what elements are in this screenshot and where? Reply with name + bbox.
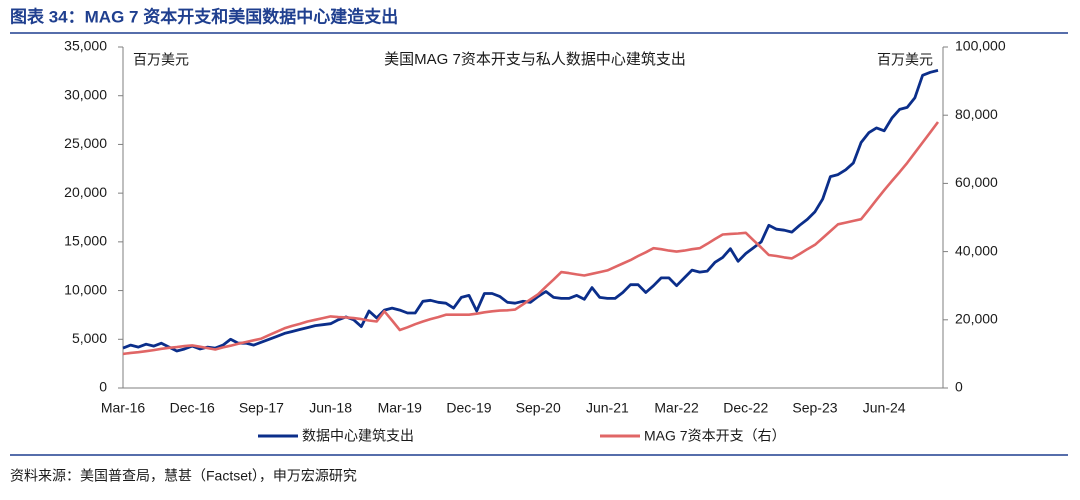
y-tick-label: 30,000: [64, 86, 107, 102]
y2-tick-label: 80,000: [955, 106, 998, 122]
x-tick-label: Jun-24: [863, 400, 906, 416]
y2-tick-label: 40,000: [955, 242, 998, 258]
y-tick-label: 5,000: [72, 330, 107, 346]
y-tick-label: 20,000: [64, 184, 107, 200]
series-line: [122, 121, 940, 356]
y-tick-label: 10,000: [64, 281, 107, 297]
x-tick-label: Dec-19: [446, 400, 491, 416]
x-tick-label: Sep-23: [792, 400, 837, 416]
x-tick-label: Mar-19: [378, 400, 423, 416]
x-tick-label: Dec-22: [723, 400, 768, 416]
x-tick-label: Mar-22: [654, 400, 699, 416]
y2-tick-label: 0: [955, 379, 963, 395]
x-tick-label: Jun-18: [309, 400, 352, 416]
x-tick-label: Sep-20: [516, 400, 561, 416]
x-tick-label: Jun-21: [586, 400, 629, 416]
y-tick-label: 0: [99, 379, 107, 395]
source: 资料来源：美国普查局，慧甚（Factset），申万宏源研究: [10, 468, 357, 484]
chart-title: 美国MAG 7资本开支与私人数据中心建筑支出: [384, 51, 686, 68]
legend-label: 数据中心建筑支出: [302, 428, 414, 444]
x-tick-label: Dec-16: [170, 400, 215, 416]
x-tick-label: Mar-16: [101, 400, 146, 416]
y-tick-label: 25,000: [64, 135, 107, 151]
y-axis-label: 百万美元: [133, 52, 189, 68]
y2-axis-label: 百万美元: [877, 52, 933, 68]
y-tick-label: 35,000: [64, 38, 107, 54]
series-line: [122, 69, 939, 353]
header-title: 图表 34：MAG 7 资本开支和美国数据中心建造支出: [10, 6, 398, 26]
legend-label: MAG 7资本开支（右）: [644, 428, 786, 444]
x-tick-label: Sep-17: [239, 400, 284, 416]
y-tick-label: 15,000: [64, 233, 107, 249]
y2-tick-label: 100,000: [955, 38, 1006, 54]
y2-tick-label: 20,000: [955, 311, 998, 327]
y2-tick-label: 60,000: [955, 174, 998, 190]
